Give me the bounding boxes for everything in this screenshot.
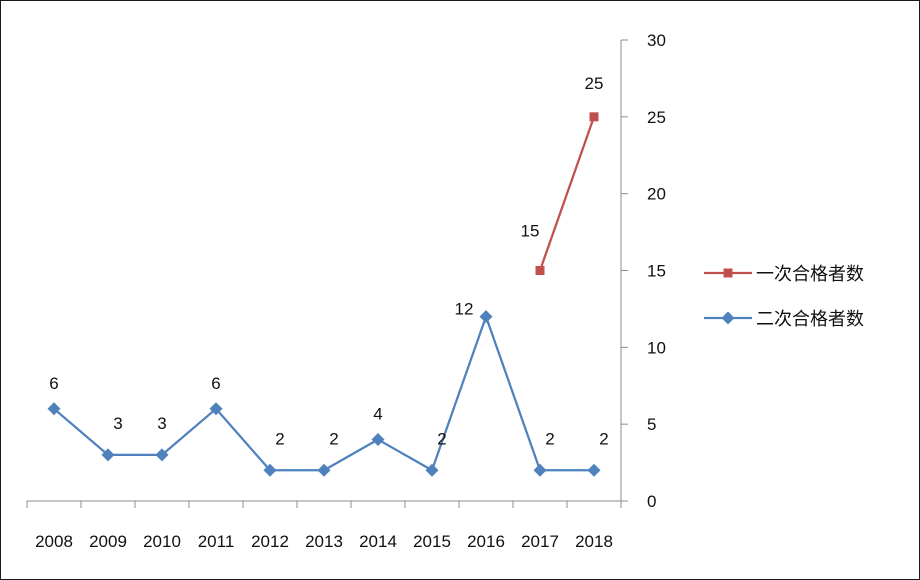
data-point [209,402,223,416]
x-tick-label: 2016 [467,532,505,551]
x-tick-label: 2015 [413,532,451,551]
data-label: 3 [113,414,122,433]
data-label: 12 [455,300,474,319]
data-point [263,463,277,477]
legend-item: 二次合格者数 [704,309,864,330]
series-line [53,315,594,472]
x-tick-label: 2011 [198,532,235,551]
data-point [317,463,331,477]
y-tick-label: 5 [647,415,656,434]
y-tick-label: 25 [647,108,666,127]
legend-marker [723,268,733,278]
x-tick-label: 2008 [35,532,73,551]
data-label: 2 [275,429,284,448]
data-point [533,463,547,477]
data-label: 2 [545,429,554,448]
data-label: 3 [157,414,166,433]
y-tick-label: 10 [647,338,666,357]
series-layer [47,112,601,477]
data-label: 2 [329,429,338,448]
x-tick-label: 2017 [521,532,559,551]
series-second [47,310,601,477]
data-label: 4 [373,405,382,424]
series-line [538,116,596,271]
data-label: 6 [49,374,58,393]
x-tick-label: 2012 [251,532,289,551]
x-tick-label: 2013 [305,532,343,551]
x-tick-label: 2018 [575,532,613,551]
data-label: 6 [211,374,220,393]
data-point [155,448,169,462]
data-point [479,310,493,324]
data-point [425,463,439,477]
data-point [101,448,115,462]
data-point [47,402,61,416]
data-label: 2 [599,429,608,448]
y-tick-label: 30 [647,31,666,50]
legend-label: 二次合格者数 [756,309,864,330]
data-point [535,266,545,275]
legend-item: 一次合格者数 [704,264,864,285]
data-point [587,463,601,477]
data-point [589,112,599,122]
axes: 2008 2009 2010 2011 2012 2013 2014 2015 2016 2017… [26,31,666,551]
data-label: 15 [521,222,540,241]
x-tick-label: 2010 [143,532,181,551]
y-tick-label: 15 [647,262,666,281]
legend-label: 一次合格者数 [756,264,864,285]
y-tick-label: 20 [647,185,666,204]
y-tick-label: 0 [647,492,656,511]
data-label: 25 [585,74,604,93]
x-tick-label: 2009 [89,532,127,551]
x-tick-label: 2014 [359,532,397,551]
data-point [371,433,385,447]
series-first [535,112,599,275]
legend-marker [721,311,735,325]
data-label: 2 [437,429,446,448]
